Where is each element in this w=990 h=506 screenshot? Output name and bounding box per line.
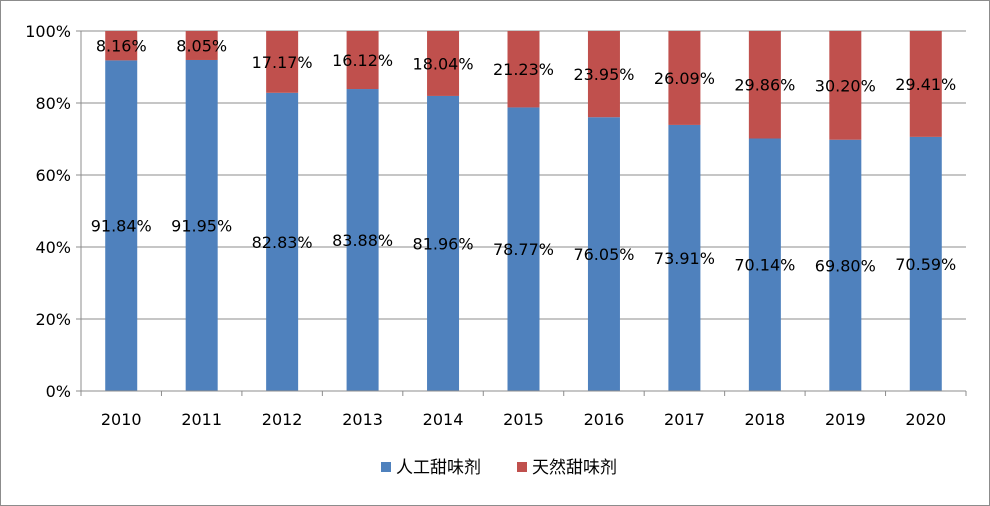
legend-swatch [517, 462, 527, 472]
data-label-artificial-sweetener: 76.05% [573, 245, 634, 264]
data-label-artificial-sweetener: 82.83% [252, 233, 313, 252]
data-label-artificial-sweetener: 91.95% [171, 216, 232, 235]
y-tick-label: 20% [35, 310, 71, 329]
bar-natural-sweetener [185, 31, 218, 60]
data-label-artificial-sweetener: 91.84% [91, 217, 152, 236]
data-label-natural-sweetener: 29.86% [734, 76, 795, 95]
data-label-natural-sweetener: 16.12% [332, 51, 393, 70]
x-tick-label: 2011 [181, 410, 222, 429]
x-tick-label: 2010 [101, 410, 142, 429]
data-label-natural-sweetener: 18.04% [413, 54, 474, 73]
data-label-natural-sweetener: 21.23% [493, 60, 554, 79]
axes: 0% 20% 40% 60% 80% 100% 2010 2011 2012 2013 2014 20… [25, 22, 967, 429]
data-label-natural-sweetener: 8.16% [96, 37, 147, 56]
bar-natural-sweetener [587, 31, 620, 118]
bar-natural-sweetener [507, 31, 540, 108]
x-tick-label: 2013 [342, 410, 383, 429]
data-label-natural-sweetener: 29.41% [895, 75, 956, 94]
bar-natural-sweetener [346, 31, 379, 90]
data-label-artificial-sweetener: 69.80% [815, 256, 876, 275]
data-label-natural-sweetener: 26.09% [654, 69, 715, 88]
y-tick-label: 80% [35, 94, 71, 113]
x-tick-label: 2020 [905, 410, 946, 429]
data-label-natural-sweetener: 17.17% [252, 53, 313, 72]
bar-artificial-sweetener [427, 95, 460, 391]
bar-artificial-sweetener [748, 138, 781, 391]
bar-natural-sweetener [909, 31, 942, 137]
legend-item-natural-sweetener: 天然甜味剂 [532, 458, 617, 478]
y-tick-label: 0% [46, 382, 71, 401]
bar-artificial-sweetener [668, 124, 701, 391]
bar-natural-sweetener [266, 31, 299, 93]
bar-natural-sweetener [829, 31, 862, 140]
bar-natural-sweetener [105, 31, 138, 61]
bar-artificial-sweetener [266, 92, 299, 391]
bar-natural-sweetener [427, 31, 460, 96]
bars [105, 31, 942, 392]
x-tick-label: 2019 [825, 410, 866, 429]
bar-natural-sweetener [668, 31, 701, 125]
data-label-artificial-sweetener: 70.14% [734, 256, 795, 275]
bar-natural-sweetener [748, 31, 781, 139]
bar-artificial-sweetener [909, 136, 942, 391]
bar-artificial-sweetener [346, 89, 379, 392]
legend-swatch [381, 462, 391, 472]
y-tick-label: 100% [25, 22, 71, 41]
x-tick-label: 2016 [584, 410, 625, 429]
data-label-natural-sweetener: 30.20% [815, 76, 876, 95]
legend-item-artificial-sweetener: 人工甜味剂 [396, 458, 481, 478]
data-label-artificial-sweetener: 73.91% [654, 249, 715, 268]
data-label-artificial-sweetener: 70.59% [895, 255, 956, 274]
data-label-artificial-sweetener: 83.88% [332, 231, 393, 250]
bar-artificial-sweetener [507, 107, 540, 391]
x-tick-label: 2015 [503, 410, 544, 429]
bar-artificial-sweetener [185, 59, 218, 391]
bar-artificial-sweetener [105, 60, 138, 391]
x-tick-label: 2014 [423, 410, 464, 429]
y-tick-label: 40% [35, 238, 71, 257]
bar-artificial-sweetener [829, 139, 862, 391]
x-tick-label: 2017 [664, 410, 705, 429]
data-label-natural-sweetener: 8.05% [176, 36, 227, 55]
data-label-artificial-sweetener: 81.96% [413, 234, 474, 253]
x-tick-label: 2012 [262, 410, 303, 429]
x-tick-label: 2018 [745, 410, 786, 429]
legend: 人工甜味剂 天然甜味剂 [381, 458, 617, 478]
data-label-natural-sweetener: 23.95% [573, 65, 634, 84]
bar-artificial-sweetener [587, 117, 620, 391]
y-tick-label: 60% [35, 166, 71, 185]
data-labels: 91.84% 8.16% 91.95% 8.05% 82.83% 17.17% 83.88%… [91, 36, 957, 275]
data-label-artificial-sweetener: 78.77% [493, 240, 554, 259]
